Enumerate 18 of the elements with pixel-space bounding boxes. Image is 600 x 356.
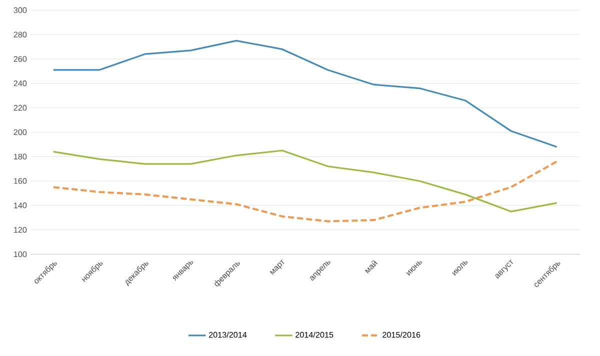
legend-label: 2015/2016 xyxy=(382,332,420,338)
legend-label: 2014/2015 xyxy=(296,332,334,338)
y-tick-label: 220 xyxy=(14,104,27,111)
line-series xyxy=(52,150,558,212)
y-tick-label: 140 xyxy=(14,202,27,208)
y-tick-label: 200 xyxy=(14,129,27,136)
x-tick-label: май xyxy=(365,260,378,274)
y-tick-label: 260 xyxy=(14,56,27,62)
line-series xyxy=(52,160,558,222)
line-series xyxy=(52,40,558,148)
y-tick-label: 280 xyxy=(14,32,27,38)
legend-label: 2013/2014 xyxy=(208,332,247,338)
y-tick-label: 120 xyxy=(14,226,27,233)
y-tick-label: 160 xyxy=(14,178,27,184)
y-tick-label: 100 xyxy=(14,251,27,258)
y-tick-label: 180 xyxy=(14,154,27,160)
y-tick-label: 300 xyxy=(14,7,27,14)
y-tick-label: 240 xyxy=(14,80,27,86)
